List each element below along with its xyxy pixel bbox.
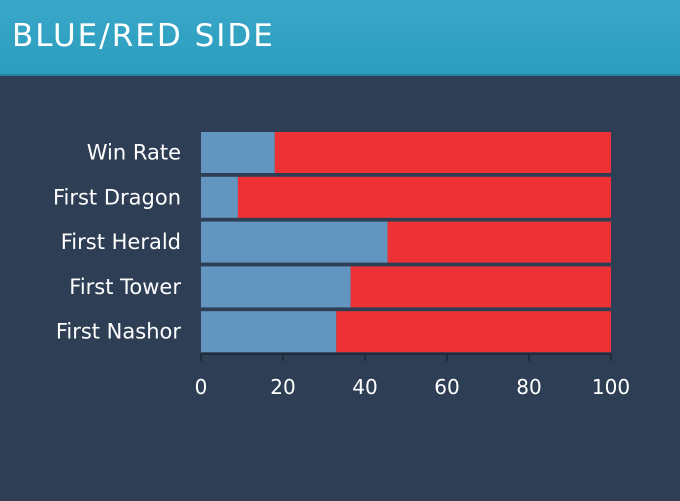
x-axis-ticks: 0 20 40 60 80 100 <box>195 354 630 399</box>
red-side-bar-0 <box>274 132 611 173</box>
blue-side-bar-1 <box>201 176 238 218</box>
blue-side-bar-3 <box>201 266 351 308</box>
panel-header: BLUE/RED SIDE <box>0 0 680 76</box>
x-tick-label: 100 <box>592 375 630 399</box>
red-side-bar-3 <box>350 266 611 308</box>
bars-group <box>201 132 611 353</box>
category-label: Win Rate <box>87 141 181 165</box>
x-tick-label: 40 <box>352 375 377 399</box>
category-label: First Herald <box>61 230 181 254</box>
category-label: First Nashor <box>56 320 182 344</box>
x-tick-label: 20 <box>270 375 295 399</box>
category-label: First Tower <box>69 275 181 299</box>
red-side-bar-4 <box>336 311 611 353</box>
x-tick-label: 80 <box>516 375 541 399</box>
x-tick-label: 0 <box>195 375 208 399</box>
blue-side-bar-0 <box>201 132 275 173</box>
panel-title: BLUE/RED SIDE <box>12 18 275 54</box>
category-labels: Win Rate First Dragon First Herald First To… <box>53 141 181 344</box>
red-side-bar-2 <box>387 221 611 263</box>
blue-side-bar-2 <box>201 221 388 263</box>
red-side-bar-1 <box>237 176 611 218</box>
x-tick-label: 60 <box>434 375 459 399</box>
category-label: First Dragon <box>53 185 181 209</box>
blue-side-bar-4 <box>201 311 337 353</box>
